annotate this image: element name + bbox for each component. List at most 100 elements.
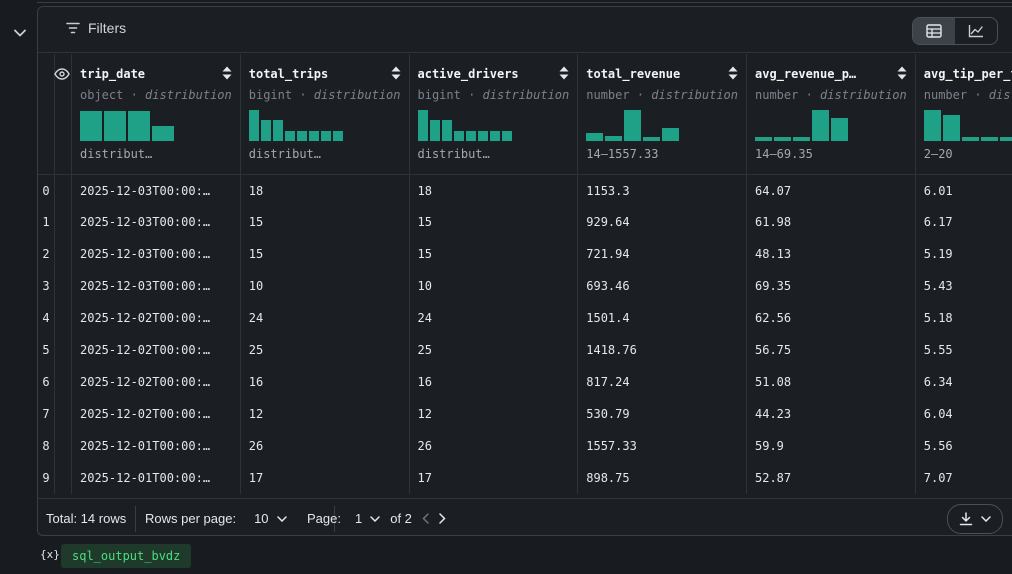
table-cell[interactable]: 5.56 [915, 430, 1012, 462]
filters-button[interactable]: Filters [66, 20, 126, 36]
table-cell[interactable]: 59.9 [746, 430, 916, 462]
histogram-bar [152, 126, 174, 141]
table-cell[interactable]: 61.98 [746, 206, 916, 238]
table-cell[interactable]: 2025-12-02T00:00:… [71, 334, 241, 366]
table-cell[interactable]: 2025-12-02T00:00:… [71, 398, 241, 430]
table-cell[interactable]: 56.75 [746, 334, 916, 366]
table-cell[interactable]: 18 [240, 174, 410, 206]
sort-button[interactable] [559, 66, 569, 83]
table-cell[interactable]: 17 [240, 462, 410, 494]
table-cell[interactable]: 721.94 [577, 238, 747, 270]
table-cell[interactable]: 52.87 [746, 462, 916, 494]
download-button[interactable] [947, 504, 1003, 534]
table-row[interactable]: 4 2025-12-02T00:00:… 24 24 1501.4 62.56 5.18 [38, 302, 1012, 334]
table-row[interactable]: 3 2025-12-03T00:00:… 10 10 693.46 69.35 5.43 [38, 270, 1012, 302]
data-table-scroll[interactable]: trip_date object · distribution distribu… [38, 54, 1012, 498]
sort-button[interactable] [728, 66, 738, 83]
table-cell[interactable]: 48.13 [746, 238, 916, 270]
table-cell[interactable]: 530.79 [577, 398, 747, 430]
table-cell[interactable]: 5.55 [915, 334, 1012, 366]
table-cell[interactable]: 26 [409, 430, 579, 462]
table-row[interactable]: 2 2025-12-03T00:00:… 15 15 721.94 48.13 5.19 [38, 238, 1012, 270]
table-cell[interactable]: 6.04 [915, 398, 1012, 430]
table-row[interactable]: 6 2025-12-02T00:00:… 16 16 817.24 51.08 6.34 [38, 366, 1012, 398]
table-cell[interactable]: 6.34 [915, 366, 1012, 398]
table-cell[interactable]: 15 [240, 206, 410, 238]
column-header[interactable]: avg_tip_per_t… number · distribution 2–2… [915, 54, 1012, 175]
histogram-bar [429, 120, 440, 141]
table-cell[interactable]: 1153.3 [577, 174, 747, 206]
table-cell[interactable]: 6.01 [915, 174, 1012, 206]
table-cell[interactable]: 10 [409, 270, 579, 302]
data-table: trip_date object · distribution distribu… [38, 54, 1012, 494]
table-cell[interactable]: 15 [240, 238, 410, 270]
table-cell[interactable]: 2025-12-03T00:00:… [71, 174, 241, 206]
table-cell[interactable]: 24 [240, 302, 410, 334]
column-name-row: trip_date [80, 66, 232, 82]
table-cell[interactable]: 2025-12-03T00:00:… [71, 206, 241, 238]
table-row[interactable]: 7 2025-12-02T00:00:… 12 12 530.79 44.23 6.04 [38, 398, 1012, 430]
column-header[interactable]: total_trips bigint · distribution distri… [240, 54, 410, 175]
table-cell[interactable]: 44.23 [746, 398, 916, 430]
table-cell[interactable]: 62.56 [746, 302, 916, 334]
table-view-button[interactable] [913, 18, 955, 44]
filter-icon [66, 22, 80, 34]
table-cell[interactable]: 5.18 [915, 302, 1012, 334]
column-header[interactable]: active_drivers bigint · distribution dis… [409, 54, 579, 175]
table-cell[interactable]: 12 [409, 398, 579, 430]
table-row[interactable]: 5 2025-12-02T00:00:… 25 25 1418.76 56.75 5.55 [38, 334, 1012, 366]
table-cell[interactable]: 2025-12-03T00:00:… [71, 270, 241, 302]
table-cell[interactable]: 51.08 [746, 366, 916, 398]
histogram-bar [755, 137, 772, 141]
table-cell[interactable]: 17 [409, 462, 579, 494]
table-row[interactable]: 0 2025-12-03T00:00:… 18 18 1153.3 64.07 6.01 [38, 174, 1012, 206]
table-cell[interactable]: 817.24 [577, 366, 747, 398]
table-cell[interactable]: 18 [409, 174, 579, 206]
table-cell[interactable]: 2025-12-02T00:00:… [71, 302, 241, 334]
column-header[interactable]: avg_revenue_p… number · distribution 14–… [746, 54, 916, 175]
row-index: 0 [38, 174, 55, 206]
table-cell[interactable]: 693.46 [577, 270, 747, 302]
table-cell[interactable]: 7.07 [915, 462, 1012, 494]
table-cell[interactable]: 5.19 [915, 238, 1012, 270]
table-cell[interactable]: 25 [409, 334, 579, 366]
histogram-bar [284, 131, 295, 141]
table-cell[interactable]: 15 [409, 238, 579, 270]
table-cell[interactable]: 929.64 [577, 206, 747, 238]
page-select[interactable]: 1 [355, 511, 380, 526]
chart-view-button[interactable] [955, 18, 997, 44]
table-cell[interactable]: 2025-12-02T00:00:… [71, 366, 241, 398]
rows-per-page-select[interactable]: 10 [254, 511, 287, 526]
table-row[interactable]: 9 2025-12-01T00:00:… 17 17 898.75 52.87 7.07 [38, 462, 1012, 494]
table-cell[interactable]: 64.07 [746, 174, 916, 206]
output-variable-chip[interactable]: sql_output_bvdz [61, 544, 192, 568]
table-cell[interactable]: 15 [409, 206, 579, 238]
table-cell[interactable]: 2025-12-01T00:00:… [71, 430, 241, 462]
collapse-toggle[interactable] [8, 22, 32, 44]
sort-button[interactable] [222, 66, 232, 83]
table-row[interactable]: 8 2025-12-01T00:00:… 26 26 1557.33 59.9 5.56 [38, 430, 1012, 462]
column-header[interactable]: trip_date object · distribution distribu… [71, 54, 241, 175]
sort-button[interactable] [897, 66, 907, 83]
table-cell[interactable]: 898.75 [577, 462, 747, 494]
table-row[interactable]: 1 2025-12-03T00:00:… 15 15 929.64 61.98 6.17 [38, 206, 1012, 238]
table-cell[interactable]: 16 [409, 366, 579, 398]
table-cell[interactable]: 1501.4 [577, 302, 747, 334]
table-cell[interactable]: 69.35 [746, 270, 916, 302]
table-cell[interactable]: 24 [409, 302, 579, 334]
table-cell[interactable]: 10 [240, 270, 410, 302]
table-cell[interactable]: 26 [240, 430, 410, 462]
table-cell[interactable]: 16 [240, 366, 410, 398]
sort-button[interactable] [391, 66, 401, 83]
table-cell[interactable]: 2025-12-01T00:00:… [71, 462, 241, 494]
column-header[interactable]: total_revenue number · distribution 14–1… [577, 54, 747, 175]
table-cell[interactable]: 6.17 [915, 206, 1012, 238]
table-cell[interactable]: 1557.33 [577, 430, 747, 462]
prev-page-button[interactable] [422, 513, 429, 524]
next-page-button[interactable] [439, 513, 446, 524]
table-cell[interactable]: 1418.76 [577, 334, 747, 366]
table-cell[interactable]: 12 [240, 398, 410, 430]
table-cell[interactable]: 25 [240, 334, 410, 366]
table-cell[interactable]: 2025-12-03T00:00:… [71, 238, 241, 270]
table-cell[interactable]: 5.43 [915, 270, 1012, 302]
